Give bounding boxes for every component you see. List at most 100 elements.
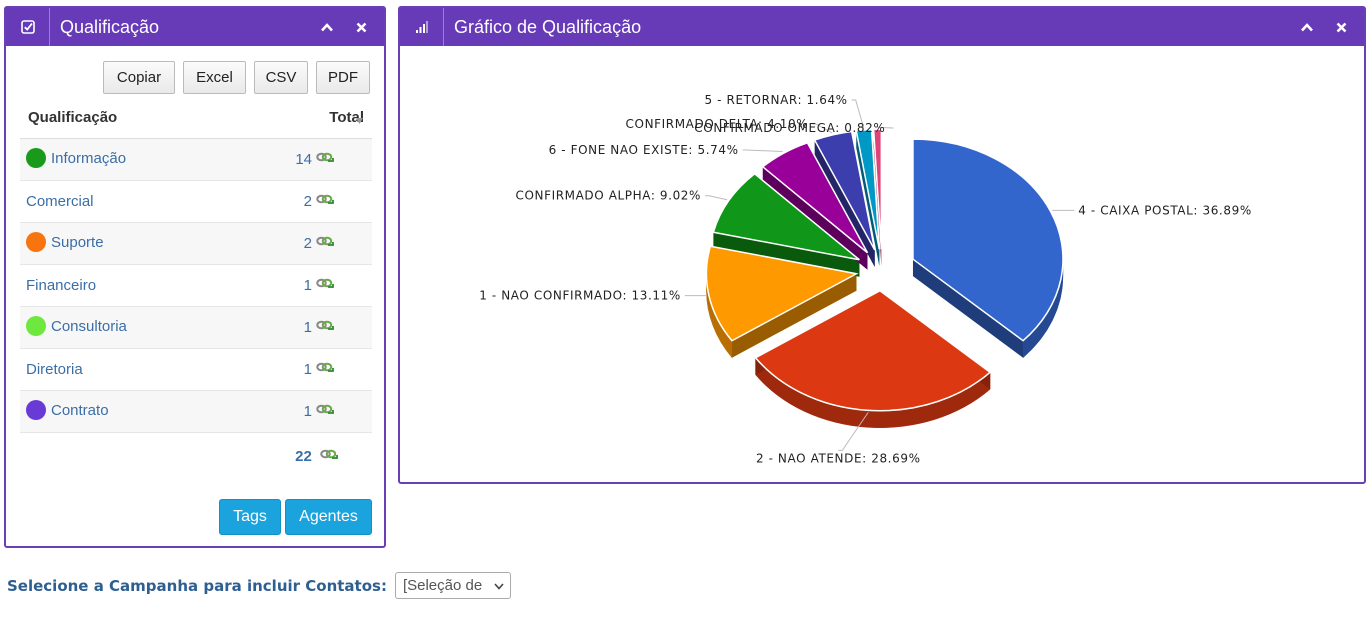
excel-button[interactable]: Excel xyxy=(183,61,246,94)
link-icon[interactable] xyxy=(316,402,334,419)
table-row: Diretoria 1 xyxy=(20,348,372,391)
link-icon[interactable] xyxy=(316,192,334,209)
color-dot xyxy=(26,399,46,420)
table-row: Suporte 2 xyxy=(20,222,372,265)
color-dot xyxy=(26,315,46,336)
campanha-label: Selecione a Campanha para incluir Contat… xyxy=(7,576,387,595)
row-total[interactable]: 1 xyxy=(222,264,372,307)
pie-leader-line xyxy=(742,149,783,153)
pie-data-label: 6 - FONE NAO EXISTE: 5.74% xyxy=(549,143,739,157)
link-icon[interactable] xyxy=(316,150,334,167)
campanha-row: Selecione a Campanha para incluir Contat… xyxy=(7,572,511,599)
check-square-icon xyxy=(6,8,50,46)
table-row: Financeiro 1 xyxy=(20,264,372,307)
row-total[interactable]: 1 xyxy=(222,348,372,391)
chevron-down-icon xyxy=(494,577,504,594)
agentes-button[interactable]: Agentes xyxy=(285,499,372,535)
row-name-label: Diretoria xyxy=(26,360,83,378)
header-qualificacao-label: Qualificação xyxy=(28,109,118,127)
collapse-icon[interactable] xyxy=(1300,20,1314,34)
pie-data-label: CONFIRMADO OMEGA: 0.82% xyxy=(694,121,885,135)
campanha-select[interactable]: [Seleção de xyxy=(394,572,511,599)
row-total[interactable]: 1 xyxy=(222,306,372,349)
footer-total-value: 22 xyxy=(295,447,312,465)
pie-slice-wall xyxy=(814,140,875,268)
pie-slice[interactable] xyxy=(754,289,992,412)
pie-leader-line xyxy=(705,195,728,201)
row-total-value: 2 xyxy=(303,192,312,210)
pie-slice[interactable] xyxy=(912,138,1064,342)
row-name[interactable]: Contrato xyxy=(20,390,223,433)
pie-leader-line xyxy=(877,126,894,129)
pie-slice[interactable] xyxy=(705,245,859,342)
header-total-label: Total xyxy=(329,109,364,127)
link-icon[interactable] xyxy=(316,276,334,293)
row-total[interactable]: 14 xyxy=(222,138,372,181)
table-row: Comercial 2 xyxy=(20,180,372,223)
row-total-value: 1 xyxy=(303,276,312,294)
row-total[interactable]: 2 xyxy=(222,180,372,223)
row-total[interactable]: 1 xyxy=(222,390,372,433)
pie-slice[interactable] xyxy=(872,128,883,250)
pie-leader-line xyxy=(838,412,869,451)
pie-data-label: 2 - NAO ATENDE: 28.69% xyxy=(756,451,921,465)
pie-slice-wall xyxy=(856,130,880,267)
bar-signal-icon xyxy=(400,8,444,46)
row-name-label: Suporte xyxy=(51,234,104,252)
header-total[interactable]: Total xyxy=(222,98,372,139)
row-name[interactable]: Suporte xyxy=(20,222,223,265)
pie-slice[interactable] xyxy=(813,130,876,251)
row-name[interactable]: Diretoria xyxy=(20,348,223,391)
row-name[interactable]: Informação xyxy=(20,138,223,181)
row-total-value: 14 xyxy=(295,150,312,168)
pie-data-label: 5 - RETORNAR: 1.64% xyxy=(705,93,848,107)
link-icon[interactable] xyxy=(320,447,338,464)
pie-slice-wall xyxy=(912,259,1024,358)
row-name-label: Informação xyxy=(51,150,127,168)
row-name-label: Consultoria xyxy=(51,318,127,336)
link-icon[interactable] xyxy=(316,234,334,251)
pie-slice-wall xyxy=(731,273,857,358)
export-buttons: Copiar Excel CSV PDF xyxy=(103,61,370,94)
campanha-selected-value: [Seleção de xyxy=(402,577,483,594)
color-dot xyxy=(26,231,46,252)
pie-leader-line xyxy=(812,123,833,134)
table-row: Consultoria 1 xyxy=(20,306,372,349)
row-name[interactable]: Comercial xyxy=(20,180,223,223)
tags-button[interactable]: Tags xyxy=(219,499,281,535)
grafico-header: Gráfico de Qualificação xyxy=(400,8,1364,46)
color-dot xyxy=(26,147,46,168)
row-name-label: Contrato xyxy=(51,402,109,420)
qualificacao-table: Qualificação Total Informação 14 Comercial… xyxy=(20,98,372,480)
pie-data-label: CONFIRMADO ALPHA: 9.02% xyxy=(515,189,701,203)
pie-slice[interactable] xyxy=(855,128,881,250)
table-row: Contrato 1 xyxy=(20,390,372,433)
row-total[interactable]: 2 xyxy=(222,222,372,265)
pie-data-label: CONFIRMADO DELTA: 4.10% xyxy=(626,117,809,131)
pdf-button[interactable]: PDF xyxy=(316,61,370,94)
csv-button[interactable]: CSV xyxy=(254,61,308,94)
grafico-title: Gráfico de Qualificação xyxy=(454,16,642,37)
pie-leader-line xyxy=(851,99,865,129)
grafico-widget: Gráfico de Qualificação 4 - CAIXA POSTAL… xyxy=(398,6,1366,484)
copiar-button[interactable]: Copiar xyxy=(103,61,175,94)
header-qualificacao[interactable]: Qualificação xyxy=(20,98,234,139)
footer-empty xyxy=(20,431,223,480)
collapse-icon[interactable] xyxy=(320,20,334,34)
row-name[interactable]: Financeiro xyxy=(20,264,223,307)
pie-slice-wall xyxy=(713,232,860,277)
pie-chart: 4 - CAIXA POSTAL: 36.89% 2 - NAO ATENDE: … xyxy=(479,93,1252,465)
row-name[interactable]: Consultoria xyxy=(20,306,223,349)
pie-slice[interactable] xyxy=(761,141,869,254)
pie-data-label: 4 - CAIXA POSTAL: 36.89% xyxy=(1078,203,1252,217)
qualificacao-widget: Qualificação Copiar Excel CSV PDF Qualif… xyxy=(4,6,386,548)
footer-total[interactable]: 22 xyxy=(222,431,372,480)
close-icon[interactable] xyxy=(354,20,368,34)
link-icon[interactable] xyxy=(316,360,334,377)
row-name-label: Financeiro xyxy=(26,276,97,294)
pie-data-label: 1 - NAO CONFIRMADO: 13.11% xyxy=(479,289,681,303)
link-icon[interactable] xyxy=(316,318,334,335)
table-row: Informação 14 xyxy=(20,138,372,181)
pie-slice[interactable] xyxy=(712,172,860,261)
close-icon[interactable] xyxy=(1334,20,1348,34)
